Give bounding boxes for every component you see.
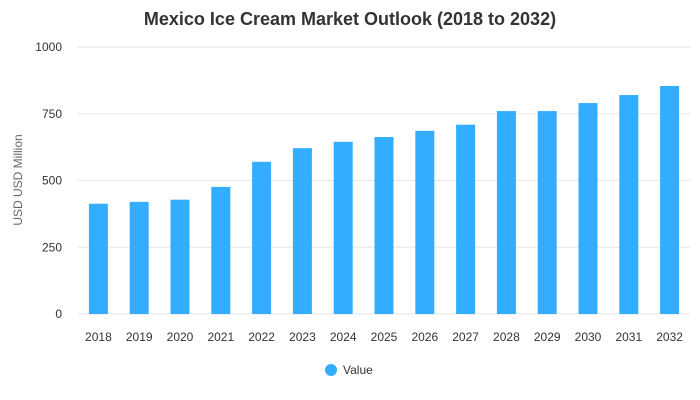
x-tick-label: 2032 (656, 330, 683, 344)
x-tick-label: 2026 (411, 330, 438, 344)
y-axis-label: USD USD Million (11, 134, 25, 225)
bar-2032 (660, 85, 680, 315)
y-tick-label: 750 (42, 107, 62, 121)
x-tick-label: 2030 (575, 330, 602, 344)
bar-2019 (129, 201, 149, 314)
y-tick-label: 500 (42, 174, 62, 188)
x-tick-label: 2028 (493, 330, 520, 344)
x-axis-ticks: 2018 2019 2020 2021 2022 2023 2024 2025 2026 2027… (85, 330, 683, 344)
y-tick-label: 0 (55, 307, 62, 321)
y-axis-ticks: 0 250 500 750 1000 (35, 40, 62, 321)
bar-2020 (170, 199, 190, 314)
x-tick-label: 2021 (207, 330, 234, 344)
bar-2031 (619, 95, 639, 314)
bars (88, 85, 680, 315)
legend-label-value: Value (343, 363, 373, 377)
x-tick-label: 2018 (85, 330, 112, 344)
x-tick-label: 2019 (126, 330, 153, 344)
bar-2027 (456, 124, 476, 315)
bar-2028 (496, 111, 516, 314)
x-tick-label: 2022 (248, 330, 275, 344)
bar-2030 (578, 103, 598, 314)
bar-2022 (252, 161, 272, 314)
x-tick-label: 2029 (534, 330, 561, 344)
bar-2018 (88, 203, 108, 314)
x-tick-label: 2024 (330, 330, 357, 344)
bar-2025 (374, 136, 394, 314)
bar-2021 (211, 186, 231, 314)
bar-2023 (292, 148, 312, 314)
x-tick-label: 2020 (167, 330, 194, 344)
chart-title: Mexico Ice Cream Market Outlook (2018 to… (144, 9, 556, 29)
bar-2024 (333, 141, 353, 314)
x-tick-label: 2027 (452, 330, 479, 344)
y-tick-label: 250 (42, 240, 62, 254)
x-tick-label: 2031 (615, 330, 642, 344)
bar-2029 (537, 111, 557, 314)
x-tick-label: 2023 (289, 330, 316, 344)
x-tick-label: 2025 (371, 330, 398, 344)
bar-2026 (415, 130, 435, 314)
y-tick-label: 1000 (35, 40, 62, 54)
legend-swatch-value (325, 364, 337, 376)
legend: Value (325, 363, 373, 377)
